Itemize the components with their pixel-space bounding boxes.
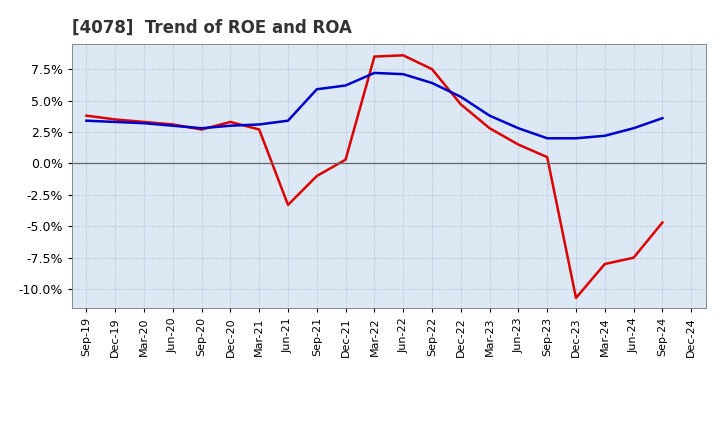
ROA	[82, 118, 91, 123]
ROA	[226, 123, 235, 128]
ROA	[111, 119, 120, 125]
ROA	[284, 118, 292, 123]
ROE	[658, 220, 667, 225]
ROA	[428, 81, 436, 86]
ROA	[456, 94, 465, 99]
ROE	[284, 202, 292, 208]
ROE	[197, 127, 206, 132]
ROA	[485, 113, 494, 118]
ROA	[312, 87, 321, 92]
ROE	[629, 255, 638, 260]
ROE	[111, 117, 120, 122]
ROE	[370, 54, 379, 59]
ROE	[399, 53, 408, 58]
ROE	[341, 157, 350, 162]
ROA	[341, 83, 350, 88]
ROA	[399, 72, 408, 77]
ROE	[312, 173, 321, 179]
ROA	[197, 125, 206, 131]
ROE	[168, 122, 177, 127]
ROE	[514, 142, 523, 147]
ROA	[168, 123, 177, 128]
ROA	[600, 133, 609, 139]
ROA	[140, 121, 148, 126]
ROE	[428, 66, 436, 72]
ROE	[456, 102, 465, 107]
ROE	[255, 127, 264, 132]
ROA	[543, 136, 552, 141]
Line: ROA: ROA	[86, 73, 662, 138]
ROA	[514, 125, 523, 131]
ROE	[485, 125, 494, 131]
ROA	[370, 70, 379, 76]
Line: ROE: ROE	[86, 55, 662, 298]
ROE	[140, 119, 148, 125]
ROA	[629, 125, 638, 131]
ROA	[572, 136, 580, 141]
ROE	[82, 113, 91, 118]
ROE	[572, 295, 580, 301]
ROE	[543, 154, 552, 160]
ROE	[226, 119, 235, 125]
ROA	[255, 122, 264, 127]
Text: [4078]  Trend of ROE and ROA: [4078] Trend of ROE and ROA	[72, 19, 352, 37]
ROE	[600, 261, 609, 267]
ROA	[658, 116, 667, 121]
